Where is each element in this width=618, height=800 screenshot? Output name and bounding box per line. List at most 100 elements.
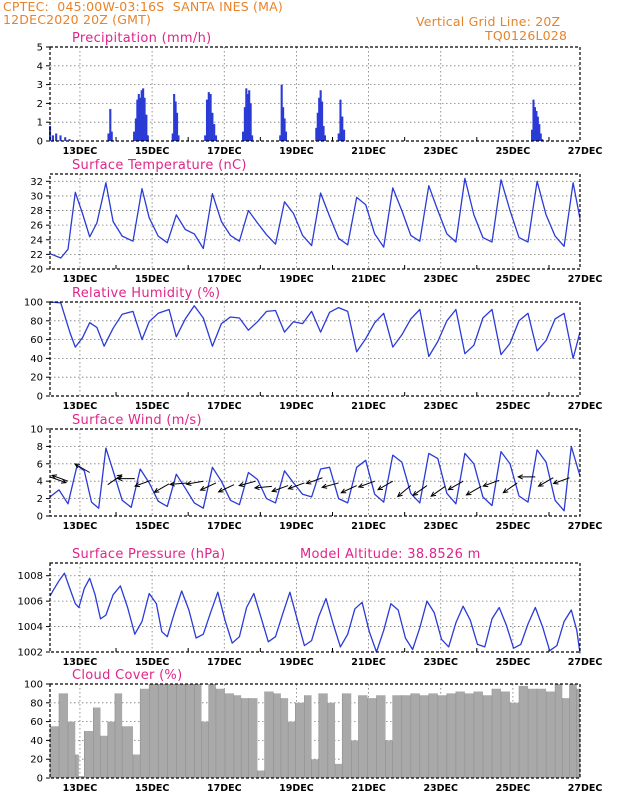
- y-tick-label: 2: [37, 99, 43, 110]
- precip-bar: [316, 112, 319, 141]
- wind-arrow-shaft: [170, 482, 188, 485]
- wind-arrow-head: [502, 488, 509, 494]
- precip-bar: [532, 99, 535, 141]
- plot-frame: [49, 46, 581, 142]
- x-tick-label: 17DEC: [207, 146, 242, 157]
- precip-title: Precipitation (mm/h): [72, 31, 211, 46]
- precip-bar: [339, 99, 342, 141]
- cloud-cover-area: [50, 684, 580, 778]
- wind-arrow: [238, 480, 256, 488]
- y-tick-label: 60: [30, 717, 43, 728]
- wind-arrow-shaft: [288, 482, 305, 490]
- pressure-line: [49, 572, 581, 654]
- precip-bar: [173, 94, 176, 141]
- precip-bar: [535, 110, 538, 141]
- x-tick-label: 19DEC: [279, 274, 314, 285]
- x-tick-label: 23DEC: [423, 657, 458, 668]
- wind-arrow-head: [217, 487, 224, 493]
- wind-arrow: [253, 484, 272, 491]
- wind-arrow-shaft: [430, 486, 446, 497]
- y-tick-label: 6: [37, 459, 43, 470]
- y-tick-label: 40: [30, 354, 43, 365]
- precip-bar: [321, 101, 324, 141]
- precip-bar: [174, 101, 177, 141]
- precip-bar: [245, 88, 248, 141]
- wind-arrow: [50, 474, 69, 482]
- wind-arrow-shaft: [154, 483, 170, 493]
- y-tick-label: 4: [37, 477, 43, 488]
- wind-arrow: [552, 477, 570, 485]
- wind-arrow-head: [185, 480, 192, 486]
- y-tick-label: 1006: [18, 597, 43, 608]
- plot-frame: [49, 683, 581, 779]
- wind-arrow: [340, 485, 357, 494]
- wind-arrow-shaft: [358, 480, 375, 488]
- precip-bar: [55, 133, 58, 141]
- wind-arrow: [517, 474, 536, 480]
- precip-bar: [137, 94, 140, 141]
- wind-arrow: [169, 481, 188, 487]
- precip-bar: [279, 135, 282, 141]
- x-tick-label: 21DEC: [351, 274, 386, 285]
- wind-arrow-head: [169, 481, 176, 487]
- wind-arrow-head: [73, 463, 80, 469]
- wind-arrow-head: [50, 474, 58, 480]
- y-tick-label: 1004: [18, 622, 43, 633]
- wind-arrow-shaft: [49, 476, 67, 484]
- precip-bar: [205, 99, 209, 141]
- x-tick-label: 23DEC: [423, 783, 458, 794]
- y-tick-label: 30: [30, 191, 43, 202]
- x-tick-label: 23DEC: [423, 521, 458, 532]
- precip-bar: [207, 92, 210, 141]
- y-tick-label: 22: [30, 250, 43, 261]
- wind-arrow-head: [552, 479, 559, 485]
- temp-panel: 20 22 24 26 28 30 32 13DEC 15DEC 17DEC 19DEC 21DEC 2…: [30, 158, 602, 285]
- x-tick-label: 17DEC: [207, 783, 242, 794]
- precip-bar: [209, 94, 212, 141]
- wind-arrow-head: [447, 485, 454, 491]
- wind-arrow-head: [482, 482, 489, 488]
- wind-arrow: [116, 475, 135, 482]
- y-tick-label: 20: [30, 265, 43, 276]
- plot-frame: [49, 562, 581, 653]
- precip-bar: [213, 124, 216, 141]
- y-tick-label: 80: [30, 316, 43, 327]
- wind-arrow-shaft: [466, 485, 482, 496]
- precip-bar: [133, 131, 136, 141]
- wind-arrow-head: [357, 483, 364, 489]
- precip-bar: [539, 133, 542, 141]
- precip-bar: [68, 139, 71, 141]
- y-tick-label: 1002: [18, 648, 43, 659]
- precip-bar: [134, 118, 137, 141]
- precip-bar: [280, 84, 283, 141]
- x-tick-label: 25DEC: [496, 274, 531, 285]
- wind-title: Surface Wind (m/s): [72, 413, 202, 428]
- wind-arrow: [447, 480, 464, 491]
- y-tick-label: 0: [37, 512, 43, 523]
- x-tick-label: 23DEC: [423, 401, 458, 412]
- wind-arrow-shaft: [186, 480, 204, 485]
- wind-arrow-head: [271, 487, 278, 493]
- precip-bar: [337, 133, 340, 141]
- x-tick-label: 27DEC: [568, 657, 603, 668]
- wind-arrow: [357, 480, 375, 489]
- wind-arrow-head: [430, 491, 437, 497]
- wind-arrow-shaft: [341, 485, 357, 494]
- temp-title: Surface Temperature (nC): [72, 158, 247, 173]
- y-tick-label: 8: [37, 442, 43, 453]
- x-tick-label: 19DEC: [279, 146, 314, 157]
- precip-bar: [204, 135, 207, 141]
- wind-arrow: [153, 483, 170, 493]
- precip-bar: [341, 116, 344, 141]
- x-tick-label: 13DEC: [63, 783, 98, 794]
- wind-arrow-head: [377, 485, 384, 491]
- x-tick-label: 15DEC: [135, 146, 170, 157]
- y-tick-label: 0: [37, 137, 43, 148]
- precip-bar: [318, 97, 321, 141]
- wind-arrow: [305, 477, 323, 485]
- wind-arrow: [217, 484, 235, 493]
- precip-bar: [531, 129, 534, 141]
- wind-arrow: [377, 480, 394, 491]
- precip-bar: [248, 90, 251, 141]
- precip-bar: [243, 107, 246, 141]
